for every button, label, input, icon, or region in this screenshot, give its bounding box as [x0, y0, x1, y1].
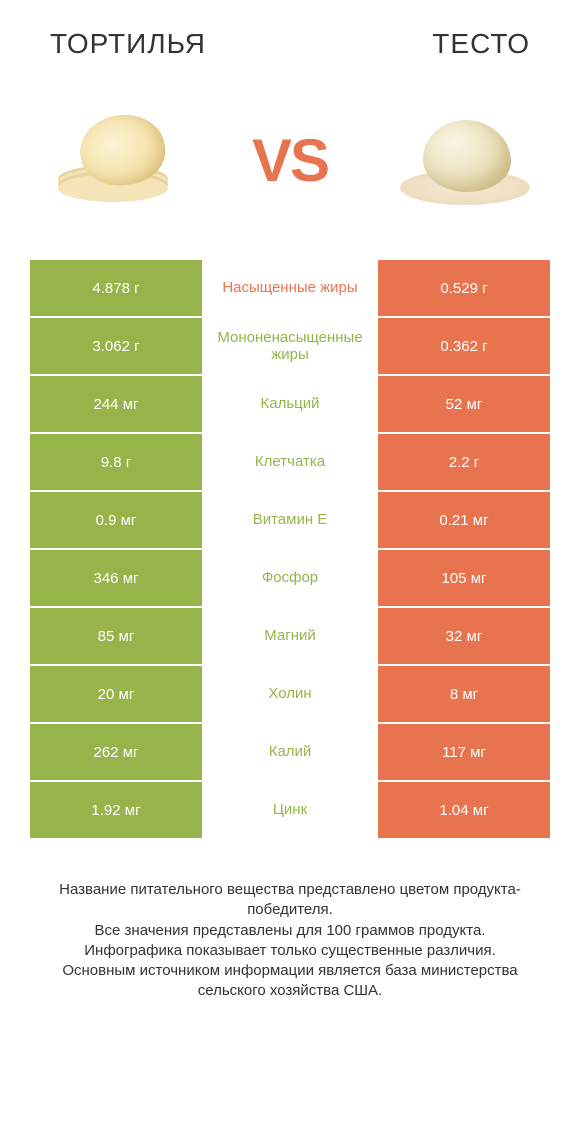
left-value-cell: 20 мг	[30, 666, 202, 722]
nutrient-name-cell: Магний	[202, 608, 378, 664]
nutrient-name-cell: Клетчатка	[202, 434, 378, 490]
right-value-cell: 52 мг	[378, 376, 550, 432]
nutrient-name-cell: Фосфор	[202, 550, 378, 606]
left-value-cell: 3.062 г	[30, 318, 202, 374]
right-product-image	[390, 100, 540, 220]
right-value-cell: 32 мг	[378, 608, 550, 664]
footer-notes: Название питательного вещества представл…	[0, 840, 580, 1002]
nutrient-name-cell: Цинк	[202, 782, 378, 838]
nutrient-table: 4.878 гНасыщенные жиры0.529 г3.062 гМоно…	[0, 260, 580, 838]
table-row: 4.878 гНасыщенные жиры0.529 г	[30, 260, 550, 316]
left-value-cell: 244 мг	[30, 376, 202, 432]
right-value-cell: 0.529 г	[378, 260, 550, 316]
footer-line: Название питательного вещества представл…	[30, 880, 550, 921]
table-row: 346 мгФосфор105 мг	[30, 550, 550, 606]
vs-label: VS	[252, 126, 328, 195]
left-value-cell: 1.92 мг	[30, 782, 202, 838]
right-value-cell: 1.04 мг	[378, 782, 550, 838]
nutrient-name-cell: Мононенасыщенные жиры	[202, 318, 378, 374]
left-value-cell: 0.9 мг	[30, 492, 202, 548]
nutrient-name-cell: Калий	[202, 724, 378, 780]
nutrient-name-cell: Насыщенные жиры	[202, 260, 378, 316]
vs-row: VS	[0, 70, 580, 260]
table-row: 9.8 гКлетчатка2.2 г	[30, 434, 550, 490]
table-row: 3.062 гМононенасыщенные жиры0.362 г	[30, 318, 550, 374]
table-row: 244 мгКальций52 мг	[30, 376, 550, 432]
left-value-cell: 4.878 г	[30, 260, 202, 316]
table-row: 0.9 мгВитамин E0.21 мг	[30, 492, 550, 548]
right-value-cell: 117 мг	[378, 724, 550, 780]
header: ТОРТИЛЬЯ ТЕСТО	[0, 0, 580, 70]
nutrient-name-cell: Холин	[202, 666, 378, 722]
footer-line: Основным источником информации является …	[30, 961, 550, 1002]
right-product-title: ТЕСТО	[432, 28, 530, 60]
left-value-cell: 346 мг	[30, 550, 202, 606]
table-row: 85 мгМагний32 мг	[30, 608, 550, 664]
table-row: 1.92 мгЦинк1.04 мг	[30, 782, 550, 838]
table-row: 20 мгХолин8 мг	[30, 666, 550, 722]
left-product-title: ТОРТИЛЬЯ	[50, 28, 206, 60]
right-value-cell: 0.362 г	[378, 318, 550, 374]
left-value-cell: 85 мг	[30, 608, 202, 664]
right-value-cell: 8 мг	[378, 666, 550, 722]
nutrient-name-cell: Кальций	[202, 376, 378, 432]
left-value-cell: 9.8 г	[30, 434, 202, 490]
right-value-cell: 0.21 мг	[378, 492, 550, 548]
footer-line: Инфографика показывает только существенн…	[30, 941, 550, 961]
footer-line: Все значения представлены для 100 граммо…	[30, 921, 550, 941]
nutrient-name-cell: Витамин E	[202, 492, 378, 548]
table-row: 262 мгКалий117 мг	[30, 724, 550, 780]
left-product-image	[40, 100, 190, 220]
right-value-cell: 2.2 г	[378, 434, 550, 490]
right-value-cell: 105 мг	[378, 550, 550, 606]
left-value-cell: 262 мг	[30, 724, 202, 780]
